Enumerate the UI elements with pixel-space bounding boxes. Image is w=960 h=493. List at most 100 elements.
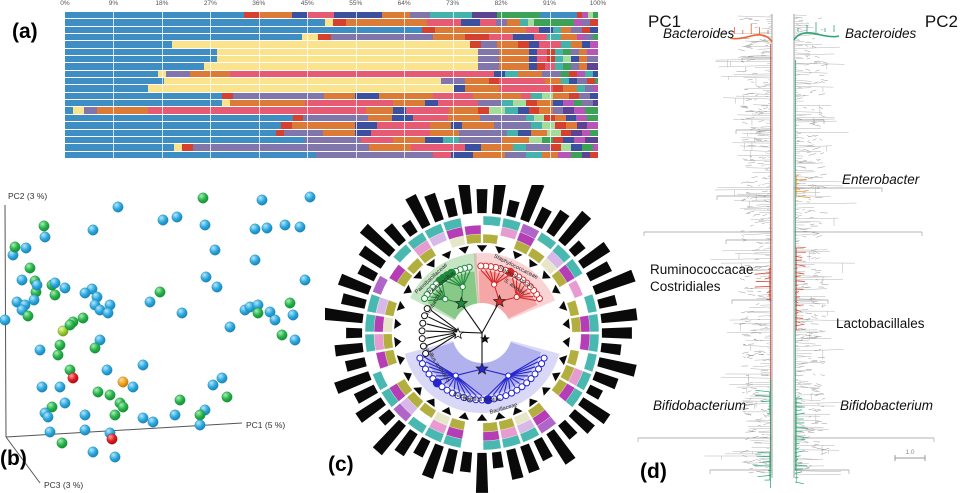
highlight-branch	[729, 34, 773, 43]
teal-ring-segment	[565, 387, 583, 408]
internal-node-star	[480, 333, 490, 344]
bar-segment	[424, 100, 439, 107]
bar-segment	[525, 144, 550, 151]
tree-pair-panel: 1.0 PC1 PC2 Bacteroides Bacteroides Entero…	[630, 0, 960, 493]
bar-segment	[560, 78, 569, 85]
bar-segment	[531, 92, 542, 100]
phylo-tree	[793, 14, 935, 485]
panel-a-label: (a)	[12, 20, 38, 43]
leaf-node	[443, 386, 451, 394]
bar-segment	[432, 151, 452, 158]
bar-segment	[96, 107, 148, 114]
bar-segment	[579, 48, 588, 56]
scatter-point	[224, 321, 236, 333]
scatter-point	[252, 307, 264, 319]
scatter-point	[261, 222, 273, 234]
bar-segment	[499, 63, 529, 70]
bar-segment	[366, 107, 393, 114]
bar-segment	[478, 100, 502, 107]
scatter-point	[52, 349, 64, 361]
bar-segment	[581, 151, 590, 158]
triangle-ring-mark	[426, 258, 435, 268]
bar-segment	[589, 26, 598, 34]
teal-ring-segment	[501, 434, 522, 449]
bar-segment	[480, 19, 497, 26]
abundance-bar	[597, 294, 618, 309]
bar-segment	[587, 63, 598, 70]
bar-segment	[443, 136, 460, 144]
teal-ring-segment	[364, 333, 376, 353]
pcoa-scatter-panel: PC2 (3 %) PC1 (5 %) PC3 (3 %) (b)	[0, 185, 330, 493]
phylo-tree	[637, 14, 773, 488]
bar-segment	[291, 12, 308, 19]
bar-row	[65, 70, 598, 78]
scatter-point	[137, 359, 149, 371]
bar-segment	[472, 12, 498, 19]
scatter-point	[59, 282, 71, 294]
bar-segment	[459, 129, 508, 136]
leaf-node	[502, 392, 510, 400]
leaf-node	[419, 342, 427, 350]
bar-segment	[501, 136, 529, 144]
scatter-point	[127, 381, 139, 393]
bar-segment	[563, 85, 577, 92]
bar-segment	[230, 100, 305, 107]
bar-segment	[563, 100, 574, 107]
bar-segment	[555, 48, 564, 56]
bar-segment	[592, 12, 598, 19]
scatter-point	[38, 220, 50, 232]
bar-segment	[454, 85, 465, 92]
bar-segment	[65, 129, 276, 136]
triangle-ring-mark	[542, 387, 551, 396]
magenta-ring-segment	[579, 315, 591, 333]
bar-segment	[544, 114, 556, 122]
bar-row	[65, 85, 598, 92]
bar-segment	[565, 122, 577, 129]
scatter-point	[87, 224, 99, 236]
bar-segment	[526, 26, 540, 34]
bar-segment	[464, 85, 500, 92]
teal-ring-segment	[536, 232, 557, 250]
bar-row	[65, 41, 598, 48]
magenta-ring-segment	[373, 333, 385, 351]
bar-segment	[392, 136, 425, 144]
bar-segment	[192, 144, 369, 151]
scatter-point	[22, 310, 34, 322]
abundance-bar	[443, 197, 458, 218]
leaf-node	[421, 312, 429, 320]
olive-ring-segment	[482, 233, 499, 245]
bar-row	[65, 92, 598, 100]
abundance-bar	[568, 409, 595, 434]
bar-segment	[334, 12, 383, 19]
bar-row	[65, 129, 598, 136]
bar-segment	[65, 19, 325, 26]
bar-segment	[528, 107, 540, 114]
leaf-node	[419, 319, 427, 327]
triangle-ring-mark	[542, 270, 551, 279]
bar-segment	[447, 114, 481, 122]
teal-ring-segment	[392, 243, 412, 263]
bar-segment	[430, 122, 452, 129]
bar-row	[65, 107, 598, 114]
bar-segment	[584, 107, 598, 114]
bar-segment	[65, 78, 164, 85]
olive-ring-segment	[465, 233, 482, 245]
bar-segment	[512, 144, 526, 151]
scatter-point	[289, 334, 301, 346]
bar-segment	[413, 114, 448, 122]
bar-segment	[528, 48, 537, 56]
bar-segment	[507, 129, 518, 136]
x-tick-label: 73%	[446, 0, 460, 7]
triangle-ring-mark	[441, 250, 451, 259]
bar-segment	[304, 136, 361, 144]
bar-segment	[581, 41, 590, 48]
bar-segment	[464, 78, 489, 85]
leaf-node	[535, 365, 543, 373]
triangle-ring-mark	[529, 398, 538, 408]
bar-segment	[518, 70, 542, 78]
abundance-bar	[459, 451, 473, 473]
teal-ring-segment	[552, 403, 572, 423]
scatter-point	[144, 296, 156, 308]
bar-segment	[477, 107, 489, 114]
